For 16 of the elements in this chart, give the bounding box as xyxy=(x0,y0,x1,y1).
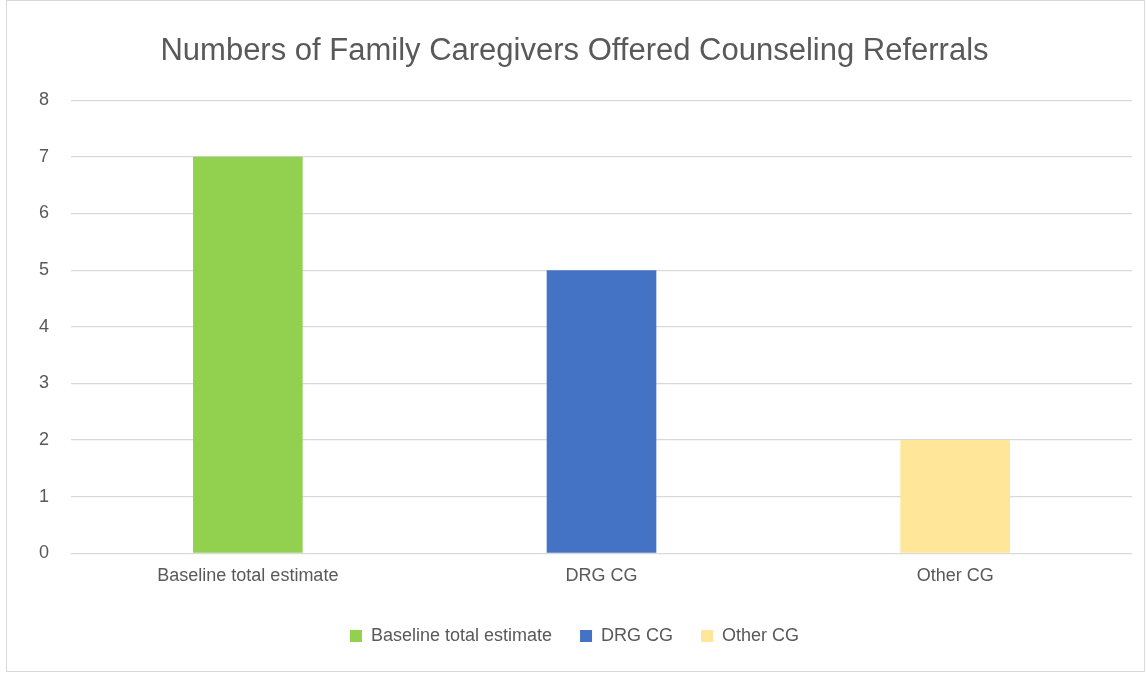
chart-title: Numbers of Family Caregivers Offered Counseling Referrals xyxy=(160,32,989,68)
y-tick-label: 0 xyxy=(39,542,50,563)
y-tick-label: 7 xyxy=(39,145,50,166)
x-tick-label: DRG CG xyxy=(565,565,638,586)
y-tick-label: 2 xyxy=(39,429,50,450)
x-tick-label: Baseline total estimate xyxy=(157,565,339,586)
legend-label: DRG CG xyxy=(601,624,674,645)
legend-label: Other CG xyxy=(722,624,800,645)
legend-label: Baseline total estimate xyxy=(370,624,553,645)
y-tick-label: 6 xyxy=(39,202,50,223)
y-tick-label: 5 xyxy=(39,259,50,280)
x-tick-label: Other CG xyxy=(916,565,994,586)
y-tick-label: 4 xyxy=(39,315,50,336)
y-tick-label: 3 xyxy=(39,372,50,393)
y-tick-label: 1 xyxy=(39,485,50,506)
y-tick-label: 8 xyxy=(39,89,50,110)
